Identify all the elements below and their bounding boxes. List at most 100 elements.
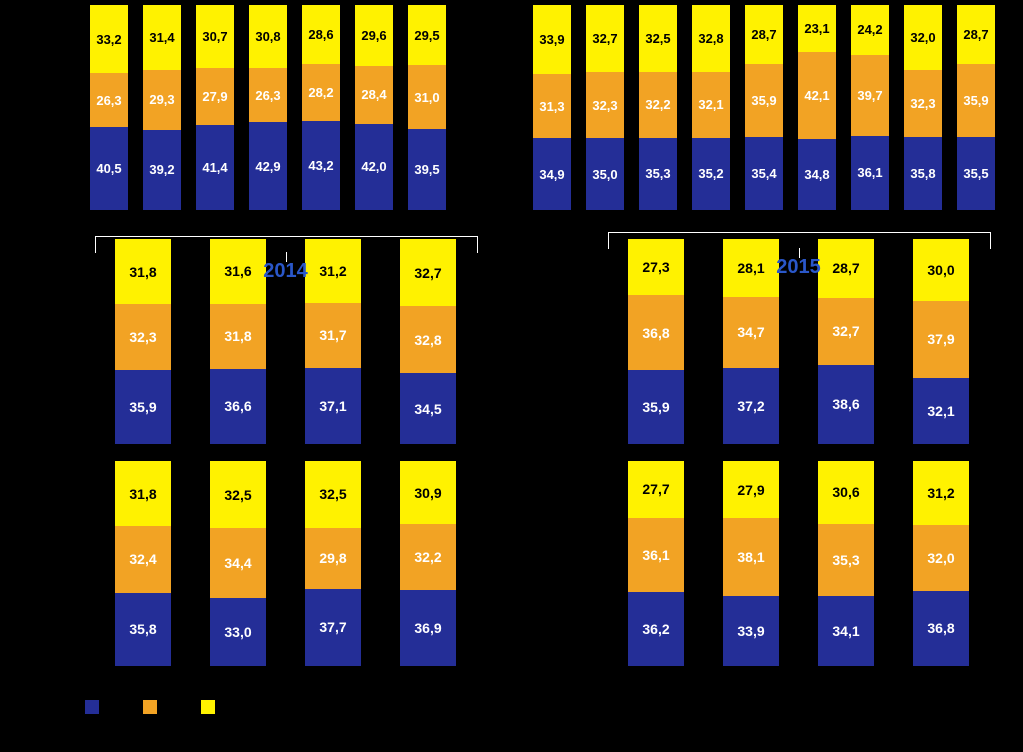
seg-top: 32,5 <box>305 461 361 528</box>
seg-top: 28,7 <box>957 5 995 64</box>
stacked-bar: 33,226,340,5 <box>90 5 128 210</box>
seg-middle: 32,1 <box>692 72 730 138</box>
seg-bottom: 42,0 <box>355 124 393 210</box>
seg-bottom: 33,9 <box>723 596 779 665</box>
stacked-bar: 30,826,342,9 <box>249 5 287 210</box>
seg-middle: 35,9 <box>745 64 783 138</box>
seg-bottom: 33,0 <box>210 598 266 666</box>
stacked-bar: 27,336,835,9 <box>628 239 684 444</box>
seg-bottom: 32,1 <box>913 378 969 444</box>
stacked-bar: 24,239,736,1 <box>851 5 889 210</box>
seg-bottom: 39,2 <box>143 130 181 210</box>
year-label-2015: 2015 <box>769 256 829 279</box>
stacked-bar: 31,232,036,8 <box>913 461 969 666</box>
legend-item-3 <box>201 700 225 714</box>
seg-top: 30,9 <box>400 461 456 524</box>
seg-bottom: 34,1 <box>818 596 874 666</box>
seg-middle: 32,7 <box>818 298 874 365</box>
stacked-bar: 29,531,039,5 <box>408 5 446 210</box>
seg-top: 33,2 <box>90 5 128 73</box>
seg-top: 32,5 <box>639 5 677 72</box>
seg-middle: 29,3 <box>143 70 181 130</box>
seg-middle: 32,4 <box>115 526 171 592</box>
seg-bottom: 35,3 <box>639 138 677 210</box>
stacked-bar: 32,732,834,5 <box>400 239 456 444</box>
seg-top: 33,9 <box>533 5 571 74</box>
stacked-bar: 28,628,243,2 <box>302 5 340 210</box>
seg-middle: 31,7 <box>305 303 361 368</box>
seg-top: 30,7 <box>196 5 234 68</box>
seg-middle: 32,8 <box>400 306 456 373</box>
seg-top: 31,4 <box>143 5 181 69</box>
stacked-bar: 32,032,335,8 <box>904 5 942 210</box>
legend <box>85 700 225 714</box>
seg-bottom: 40,5 <box>90 127 128 210</box>
seg-bottom: 37,1 <box>305 368 361 444</box>
seg-middle: 29,8 <box>305 528 361 589</box>
seg-middle: 37,9 <box>913 301 969 379</box>
stacked-bar: 30,635,334,1 <box>818 461 874 666</box>
seg-middle: 26,3 <box>249 68 287 122</box>
seg-middle: 34,4 <box>210 528 266 599</box>
seg-bottom: 43,2 <box>302 121 340 210</box>
seg-bottom: 35,8 <box>115 593 171 666</box>
year-brace <box>95 236 478 253</box>
stacked-bar: 31,832,435,8 <box>115 461 171 666</box>
seg-middle: 32,2 <box>639 72 677 138</box>
seg-top: 29,6 <box>355 5 393 66</box>
stacked-bar: 27,938,133,9 <box>723 461 779 666</box>
seg-top: 24,2 <box>851 5 889 55</box>
seg-middle: 27,9 <box>196 68 234 125</box>
legend-item-2 <box>143 700 167 714</box>
seg-middle: 32,3 <box>115 304 171 370</box>
seg-middle: 32,3 <box>586 72 624 138</box>
seg-top: 31,8 <box>115 461 171 526</box>
seg-bottom: 34,9 <box>533 138 571 210</box>
stacked-bar: 32,529,837,7 <box>305 461 361 666</box>
seg-top: 32,5 <box>210 461 266 528</box>
seg-bottom: 35,4 <box>745 137 783 210</box>
seg-middle: 32,0 <box>913 525 969 591</box>
legend-swatch-top <box>201 700 215 714</box>
stacked-bar: 30,932,236,9 <box>400 461 456 666</box>
seg-bottom: 36,8 <box>913 591 969 666</box>
seg-top: 27,9 <box>723 461 779 518</box>
seg-middle: 28,2 <box>302 64 340 122</box>
stacked-bar: 32,534,433,0 <box>210 461 266 666</box>
stacked-bar: 33,931,334,9 <box>533 5 571 210</box>
seg-bottom: 35,9 <box>628 370 684 444</box>
seg-middle: 32,2 <box>400 524 456 590</box>
stacked-bar: 32,732,335,0 <box>586 5 624 210</box>
stacked-bar: 31,429,339,2 <box>143 5 181 210</box>
seg-middle: 36,1 <box>628 518 684 592</box>
seg-top: 28,6 <box>302 5 340 64</box>
legend-swatch-bottom <box>85 700 99 714</box>
seg-bottom: 36,9 <box>400 590 456 666</box>
seg-bottom: 35,5 <box>957 137 995 210</box>
seg-bottom: 42,9 <box>249 122 287 210</box>
stacked-bar: 23,142,134,8 <box>798 5 836 210</box>
seg-bottom: 38,6 <box>818 365 874 444</box>
legend-swatch-middle <box>143 700 157 714</box>
seg-middle: 31,0 <box>408 65 446 129</box>
stacked-bar: 29,628,442,0 <box>355 5 393 210</box>
stacked-bar: 27,736,136,2 <box>628 461 684 666</box>
seg-middle: 28,4 <box>355 66 393 124</box>
seg-middle: 31,8 <box>210 304 266 369</box>
legend-item-1 <box>85 700 109 714</box>
seg-top: 30,6 <box>818 461 874 524</box>
stacked-bar: 30,037,932,1 <box>913 239 969 444</box>
seg-middle: 31,3 <box>533 74 571 138</box>
seg-bottom: 36,6 <box>210 369 266 444</box>
seg-bottom: 35,2 <box>692 138 730 210</box>
seg-bottom: 37,7 <box>305 589 361 666</box>
seg-middle: 42,1 <box>798 52 836 138</box>
seg-bottom: 35,8 <box>904 137 942 210</box>
stacked-bar: 30,727,941,4 <box>196 5 234 210</box>
year-label-2014: 2014 <box>256 260 316 283</box>
seg-top: 27,7 <box>628 461 684 518</box>
stacked-bar: 28,735,935,5 <box>957 5 995 210</box>
seg-middle: 38,1 <box>723 518 779 596</box>
seg-bottom: 34,8 <box>798 139 836 210</box>
seg-top: 23,1 <box>798 5 836 52</box>
